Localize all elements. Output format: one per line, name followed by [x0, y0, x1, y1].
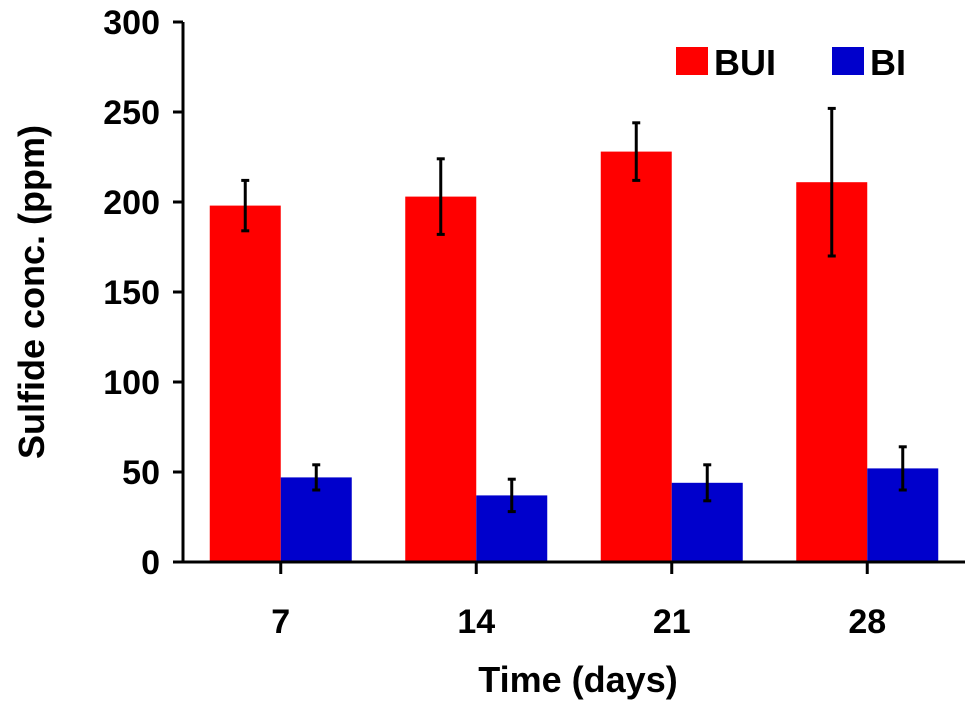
legend-label-bui: BUI: [714, 42, 776, 83]
error-bar-bi-7: [312, 463, 321, 492]
y-tick-label-300: 300: [103, 4, 160, 42]
legend-swatch-bui: [676, 47, 708, 75]
error-bar-bi-14: [507, 477, 516, 514]
y-tick-label-0: 0: [141, 544, 160, 582]
y-tick-label-250: 250: [103, 94, 160, 132]
error-bar-bui-14: [436, 157, 445, 236]
x-tick-label-28: 28: [848, 603, 886, 641]
x-tick-label-21: 21: [653, 603, 691, 641]
error-bar-bi-28: [898, 445, 907, 492]
y-axis-title: Sulfide conc. (ppm): [11, 125, 52, 459]
bars-layer: [209, 151, 939, 562]
x-axis-title: Time (days): [478, 659, 677, 700]
error-bars-layer: [241, 106, 907, 514]
x-tick-label-7: 7: [271, 603, 290, 641]
legend-label-bi: BI: [870, 42, 906, 83]
legend-swatch-bi: [832, 47, 864, 75]
error-bar-bui-28: [827, 106, 836, 258]
y-tick-label-100: 100: [103, 364, 160, 402]
y-tick-label-150: 150: [103, 274, 160, 312]
x-tick-label-14: 14: [457, 603, 495, 641]
bar-bui-21: [600, 151, 672, 562]
bar-bui-14: [405, 196, 477, 562]
error-bar-bui-7: [241, 178, 250, 233]
error-bar-bi-21: [703, 463, 712, 503]
legend: BUI BI: [676, 42, 906, 83]
y-tick-label-50: 50: [122, 454, 160, 492]
x-ticks: 7 14 21 28: [271, 562, 886, 641]
bar-bui-7: [209, 205, 281, 562]
error-bar-bui-21: [632, 121, 641, 182]
y-tick-label-200: 200: [103, 184, 160, 222]
y-ticks: 0 50 100 150 200 250 300: [103, 4, 183, 582]
